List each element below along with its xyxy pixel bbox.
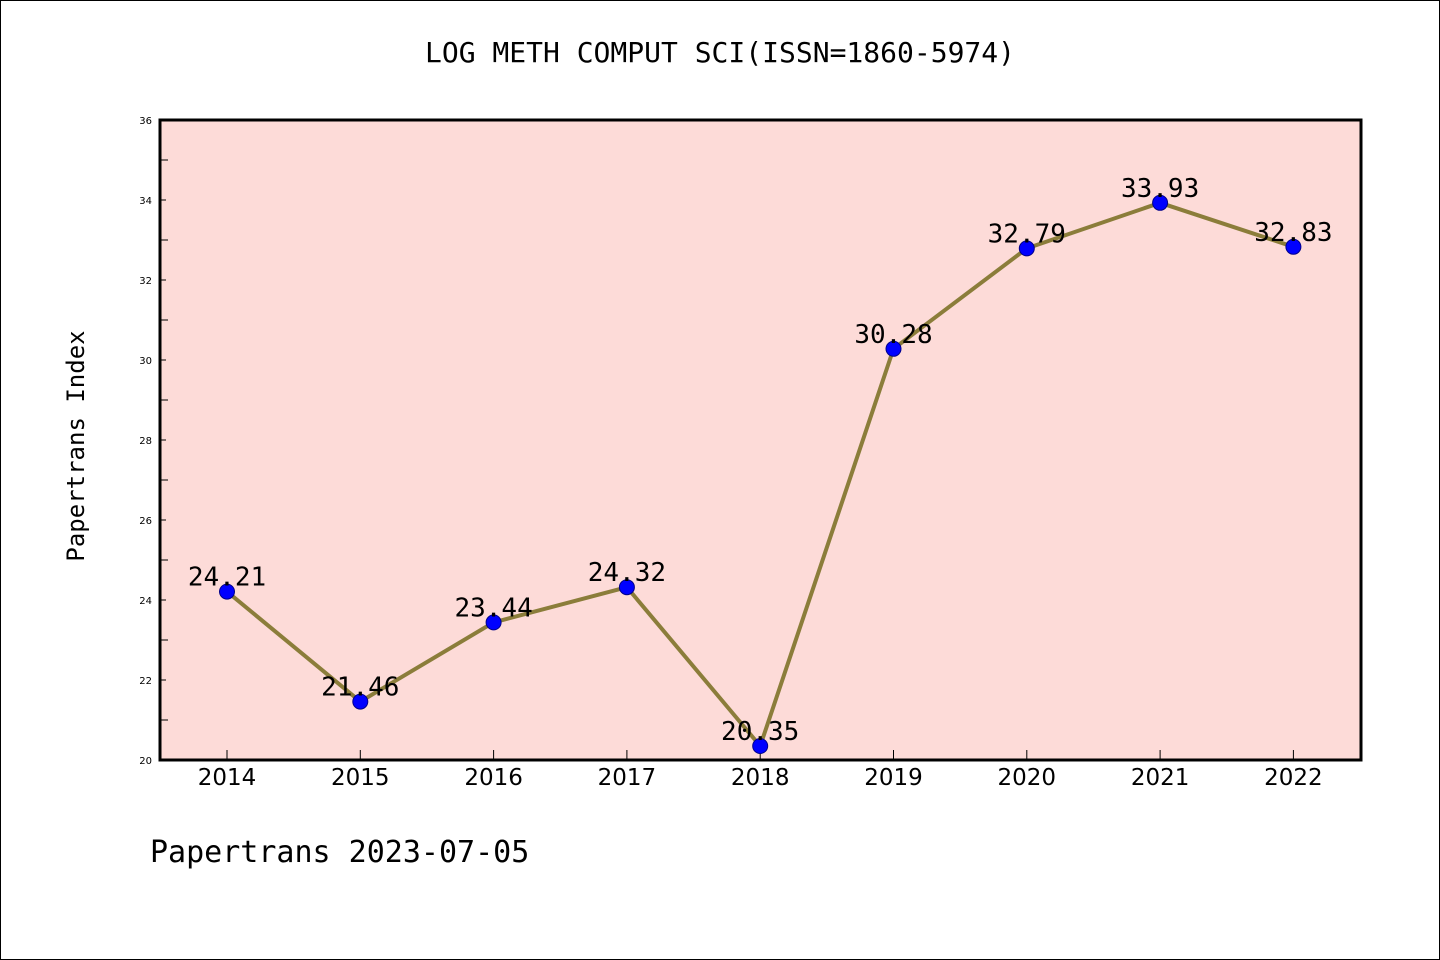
- x-tick-label: 2022: [1264, 765, 1323, 791]
- data-label: 24.21: [188, 563, 266, 593]
- data-point-marker: [752, 738, 769, 754]
- x-tick-label: 2021: [1131, 765, 1190, 791]
- x-axis: 2014 2015 2016 2017 2018 2019 2020 2021 2022: [198, 750, 1323, 791]
- data-label: 23.44: [454, 593, 532, 623]
- x-tick-label: 2018: [731, 765, 790, 791]
- series-layer: 24.21 21.46 23.44 24.32 20.35 30.28 32.79 33.93…: [188, 174, 1333, 754]
- y-tick-label: 32: [139, 276, 152, 287]
- y-tick-label: 24: [139, 596, 152, 607]
- plot-border: [158, 118, 1363, 762]
- chart-title: LOG METH COMPUT SCI(ISSN=1860-5974): [424, 36, 1015, 69]
- data-point-marker: [1152, 194, 1169, 211]
- y-tick-label: 22: [139, 676, 152, 687]
- y-tick-label: 30: [139, 356, 152, 367]
- data-point-marker: [1285, 238, 1302, 255]
- y-tick-label: 36: [139, 116, 152, 127]
- data-label: 24.32: [588, 558, 666, 588]
- y-tick-label: 34: [139, 196, 152, 207]
- data-point-marker: [885, 340, 902, 357]
- data-point-marker: [485, 614, 502, 631]
- x-tick-label: 2014: [198, 765, 257, 791]
- data-label: 21.46: [321, 673, 399, 703]
- x-tick-label: 2020: [998, 765, 1057, 791]
- data-label: 20.35: [721, 717, 799, 747]
- x-tick-label: 2017: [598, 765, 657, 791]
- x-tick-label: 2016: [464, 765, 523, 791]
- x-tick-label: 2015: [331, 765, 390, 791]
- data-point-marker: [219, 583, 235, 600]
- data-point-marker: [1018, 240, 1035, 257]
- data-label: 32.83: [1254, 218, 1332, 248]
- data-label: 33.93: [1121, 174, 1199, 204]
- y-tick-label: 20: [139, 756, 152, 767]
- footer-source-date: Papertrans 2023-07-05: [150, 835, 530, 870]
- data-point-marker: [352, 693, 369, 710]
- y-tick-label: 28: [139, 436, 152, 447]
- y-tick-label: 26: [139, 516, 152, 527]
- data-label: 30.28: [854, 320, 932, 350]
- x-tick-label: 2019: [864, 765, 923, 791]
- data-point-marker: [618, 579, 635, 596]
- plot-area: [160, 120, 1361, 760]
- data-label: 32.79: [988, 219, 1066, 249]
